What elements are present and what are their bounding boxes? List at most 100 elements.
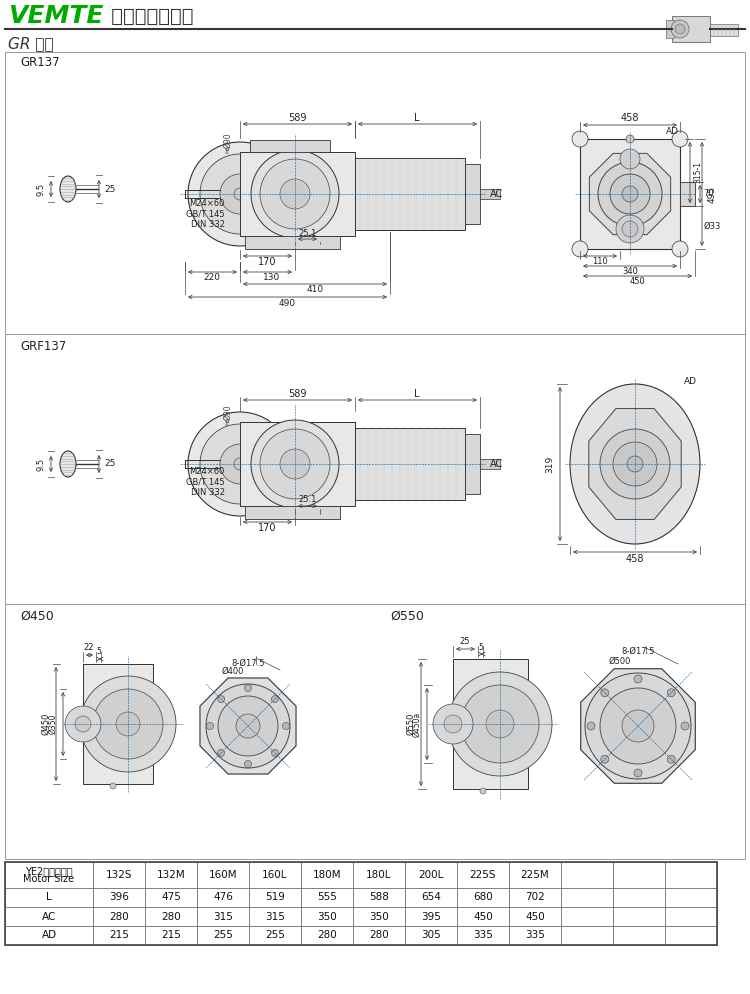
- Text: 215: 215: [161, 930, 181, 940]
- Circle shape: [444, 715, 462, 733]
- Text: 315: 315: [213, 911, 233, 921]
- Bar: [561, 862, 613, 888]
- Text: 350: 350: [317, 911, 337, 921]
- Text: 589: 589: [288, 389, 306, 399]
- Text: 唯均特减速电机: 唯均特减速电机: [105, 7, 194, 26]
- Text: 180M: 180M: [313, 870, 341, 880]
- Circle shape: [610, 174, 650, 214]
- Bar: [249, 862, 301, 888]
- Text: 225S: 225S: [470, 870, 496, 880]
- Bar: [710, 24, 738, 36]
- Text: h6: h6: [226, 417, 230, 425]
- Polygon shape: [200, 678, 296, 774]
- Circle shape: [220, 444, 260, 484]
- Text: 315: 315: [265, 911, 285, 921]
- Bar: [613, 888, 665, 907]
- Bar: [666, 20, 674, 38]
- Text: 588: 588: [369, 893, 389, 903]
- Text: Ø550: Ø550: [390, 609, 424, 622]
- Bar: [457, 926, 509, 945]
- Circle shape: [75, 716, 91, 732]
- Text: Ø350: Ø350: [49, 714, 58, 735]
- Bar: [5, 604, 745, 859]
- Circle shape: [236, 714, 260, 738]
- Circle shape: [260, 429, 330, 499]
- Bar: [93, 926, 145, 945]
- Bar: [197, 888, 249, 907]
- Bar: [580, 139, 680, 249]
- Bar: [5, 926, 93, 945]
- Circle shape: [93, 689, 163, 759]
- Circle shape: [668, 689, 675, 697]
- Circle shape: [622, 710, 654, 742]
- Circle shape: [598, 162, 662, 226]
- Bar: [240, 152, 355, 236]
- Circle shape: [206, 684, 290, 768]
- Circle shape: [620, 149, 640, 169]
- Text: AC: AC: [42, 911, 56, 921]
- Text: AD: AD: [41, 930, 56, 940]
- Text: Motor Size: Motor Size: [23, 874, 74, 884]
- Bar: [665, 926, 717, 945]
- Bar: [405, 888, 457, 907]
- Text: 132M: 132M: [157, 870, 185, 880]
- Text: YE2电机机座号: YE2电机机座号: [26, 866, 73, 876]
- Bar: [355, 158, 465, 230]
- Text: L: L: [414, 113, 420, 123]
- Polygon shape: [580, 669, 695, 783]
- Circle shape: [572, 131, 588, 147]
- Circle shape: [433, 704, 473, 744]
- Text: 9.5: 9.5: [37, 183, 46, 196]
- Circle shape: [600, 688, 676, 764]
- Bar: [355, 428, 465, 500]
- Text: 350: 350: [369, 911, 388, 921]
- Bar: [240, 422, 355, 506]
- Circle shape: [622, 221, 638, 237]
- Circle shape: [110, 783, 116, 789]
- Text: 555: 555: [317, 893, 337, 903]
- Text: 519: 519: [265, 893, 285, 903]
- Bar: [561, 888, 613, 907]
- Bar: [613, 907, 665, 926]
- Bar: [457, 888, 509, 907]
- Text: AC: AC: [490, 189, 503, 199]
- Polygon shape: [589, 409, 681, 520]
- Text: Ø90: Ø90: [224, 405, 232, 419]
- Bar: [301, 862, 353, 888]
- Text: 5: 5: [478, 642, 484, 651]
- Circle shape: [218, 696, 278, 756]
- Bar: [301, 888, 353, 907]
- Text: 395: 395: [421, 911, 441, 921]
- Text: M24×60
GB/T 145
DIN 332: M24×60 GB/T 145 DIN 332: [186, 199, 225, 229]
- Bar: [145, 862, 197, 888]
- Text: 490: 490: [278, 298, 296, 307]
- Bar: [353, 926, 405, 945]
- Bar: [405, 862, 457, 888]
- Bar: [5, 888, 93, 907]
- Text: 8-Ø17.5: 8-Ø17.5: [621, 646, 655, 655]
- Text: Ø400: Ø400: [222, 667, 245, 676]
- Text: M24×60
GB/T 145
DIN 332: M24×60 GB/T 145 DIN 332: [186, 467, 225, 497]
- Text: 410: 410: [307, 285, 323, 294]
- Text: 25: 25: [460, 637, 470, 646]
- Circle shape: [188, 412, 292, 516]
- Circle shape: [486, 710, 514, 738]
- Bar: [5, 862, 93, 888]
- Bar: [440, 712, 453, 736]
- Circle shape: [116, 712, 140, 736]
- Bar: [353, 888, 405, 907]
- Bar: [5, 52, 745, 334]
- Bar: [480, 459, 500, 469]
- Text: 315-1: 315-1: [694, 161, 703, 183]
- Bar: [5, 334, 745, 604]
- Bar: [509, 907, 561, 926]
- Text: 458: 458: [621, 113, 639, 123]
- Circle shape: [572, 241, 588, 257]
- Text: 160L: 160L: [262, 870, 288, 880]
- Text: GRF137: GRF137: [20, 340, 66, 353]
- Bar: [249, 888, 301, 907]
- Bar: [680, 182, 695, 206]
- Circle shape: [244, 685, 251, 692]
- Text: 170: 170: [258, 257, 276, 267]
- Text: Ø450: Ø450: [20, 609, 54, 622]
